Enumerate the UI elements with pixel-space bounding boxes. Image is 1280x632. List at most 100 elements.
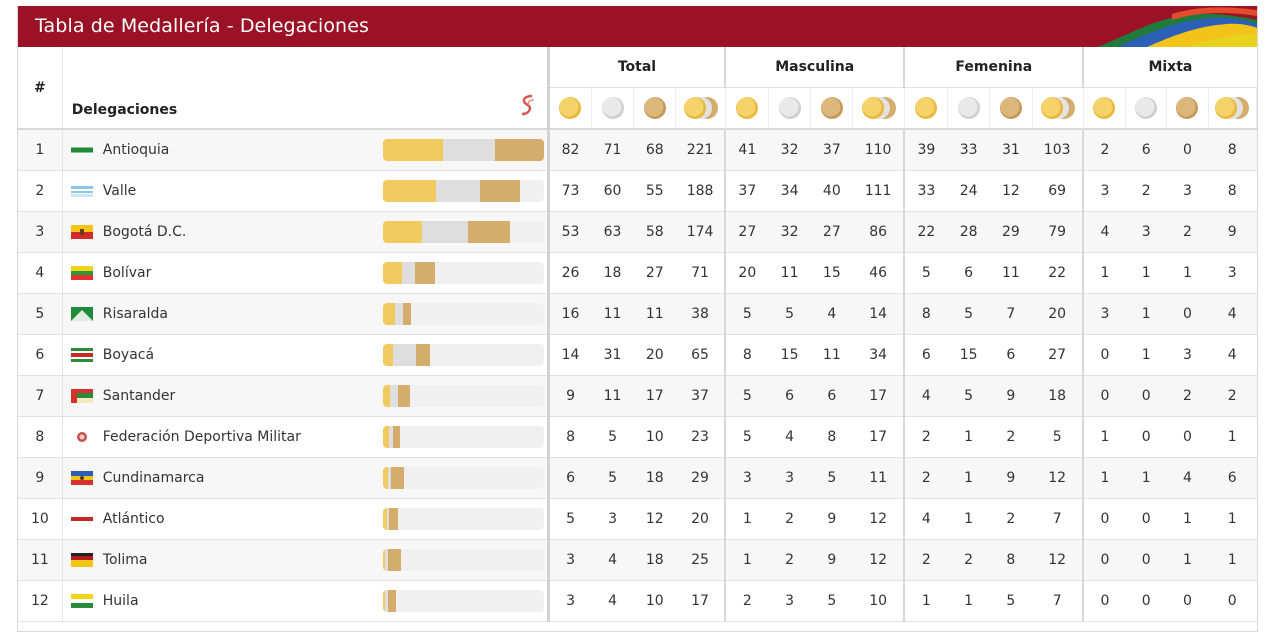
total-count: 38 [675, 293, 727, 335]
bronze-count: 2 [1166, 211, 1209, 253]
silver-bar-segment [393, 344, 416, 366]
silver-count: 18 [591, 252, 634, 294]
total-count: 25 [675, 539, 727, 581]
delegation-name[interactable]: Bogotá D.C. [102, 224, 187, 240]
delegation-name[interactable]: Atlántico [102, 511, 165, 527]
bronze-count: 10 [633, 416, 676, 458]
total-count: 20 [675, 498, 727, 540]
bronze-count: 9 [989, 457, 1032, 499]
delegation-cell[interactable]: Boyacá [62, 334, 376, 376]
table-row[interactable]: 11 Tolima 3 4 18 25 1 2 9 12 2 2 8 12 0 0 1 1 [18, 539, 1257, 581]
total-count: 12 [852, 498, 906, 540]
delegation-cell[interactable]: Cundinamarca [62, 457, 376, 499]
table-row[interactable]: 3 Bogotá D.C. 53 63 58 174 27 32 27 86 22 28 29 79 4 3 2… [18, 211, 1257, 253]
table-row[interactable]: 2 Valle 73 60 55 188 37 34 40 111 33 24 12 69 3 2 3 8 [18, 170, 1257, 212]
delegation-cell[interactable]: Huila [62, 580, 376, 622]
table-row[interactable]: 9 Cundinamarca 6 5 18 29 3 3 5 11 2 1 9 12 1 1 4 6 [18, 457, 1257, 499]
table-row[interactable]: 12 Huila 3 4 10 17 2 3 5 10 1 1 5 7 0 0 0 0 [18, 580, 1257, 622]
delegation-cell[interactable]: Valle [62, 170, 376, 212]
medal-progress-bar [383, 262, 545, 284]
table-row[interactable]: 1 Antioquia 82 71 68 221 41 32 37 110 39 33 31 103 2 6 0… [18, 129, 1257, 171]
silver-bar-segment [394, 303, 403, 325]
delegation-name[interactable]: Huila [102, 593, 139, 609]
silver-bar-segment [421, 221, 468, 243]
medal-bar-cell [375, 580, 550, 622]
bronze-count: 5 [989, 580, 1032, 622]
delegation-cell[interactable]: Bogotá D.C. [62, 211, 376, 253]
delegation-name[interactable]: Valle [102, 183, 137, 199]
delegation-cell[interactable]: Bolívar [62, 252, 376, 294]
header-medal-cell [852, 87, 905, 130]
gold-count: 1 [725, 498, 769, 540]
gold-count: 2 [904, 416, 948, 458]
medal-bar-cell [375, 293, 550, 335]
silver-count: 31 [591, 334, 634, 376]
bronze-bar-segment [388, 549, 402, 571]
bronze-count: 31 [989, 129, 1032, 171]
games-logo-icon [1097, 7, 1257, 47]
delegation-cell[interactable]: Tolima [62, 539, 376, 581]
delegation-name[interactable]: Boyacá [102, 347, 155, 363]
gold-count: 8 [548, 416, 592, 458]
gold-count: 5 [725, 416, 769, 458]
silver-count: 1 [1125, 334, 1167, 376]
bronze-count: 1 [1166, 539, 1209, 581]
delegation-cell[interactable]: Atlántico [62, 498, 376, 540]
medal-progress-bar [383, 180, 545, 202]
gold-bar-segment [383, 262, 403, 284]
table-row[interactable]: 6 Boyacá 14 31 20 65 8 15 11 34 6 15 6 27 0 1 3 4 [18, 334, 1257, 376]
total-count: 18 [1032, 375, 1085, 417]
header-medal-cell [725, 87, 769, 130]
total-count: 79 [1032, 211, 1085, 253]
bronze-count: 29 [989, 211, 1032, 253]
silver-count: 2 [1125, 170, 1167, 212]
delegation-name[interactable]: Antioquia [102, 142, 170, 158]
total-count: 11 [852, 457, 906, 499]
bronze-count: 4 [1166, 457, 1209, 499]
gold-count: 33 [904, 170, 948, 212]
delegation-cell[interactable]: Risaralda [62, 293, 376, 335]
delegation-cell[interactable]: Federación Deportiva Militar [62, 416, 376, 458]
gold-count: 20 [725, 252, 769, 294]
bronze-count: 27 [810, 211, 853, 253]
total-count: 174 [675, 211, 727, 253]
silver-count: 0 [1125, 375, 1167, 417]
delegation-name[interactable]: Federación Deportiva Militar [102, 429, 301, 445]
silver-count: 6 [768, 375, 811, 417]
cundinamarca-flag-icon [70, 471, 93, 485]
gold-count: 6 [904, 334, 948, 376]
rank: 8 [18, 416, 63, 458]
delegation-name[interactable]: Cundinamarca [102, 470, 205, 486]
bronze-count: 11 [633, 293, 676, 335]
gold-bar-segment [383, 385, 390, 407]
bronze-count: 2 [989, 498, 1032, 540]
table-row[interactable]: 7 Santander 9 11 17 37 5 6 6 17 4 5 9 18 0 0 2 2 [18, 375, 1257, 417]
header-medal-cell [904, 87, 949, 130]
total-count: 221 [675, 129, 727, 171]
total-count: 29 [675, 457, 727, 499]
gold-medal-icon [1093, 97, 1116, 119]
silver-count: 5 [591, 416, 634, 458]
total-medals-icon [861, 97, 896, 119]
table-row[interactable]: 10 Atlántico 5 3 12 20 1 2 9 12 4 1 2 7 0 0 1 1 [18, 498, 1257, 540]
delegation-name[interactable]: Tolima [102, 552, 148, 568]
silver-count: 32 [768, 211, 811, 253]
medal-progress-bar [383, 221, 545, 243]
delegation-cell[interactable]: Santander [62, 375, 376, 417]
table-row[interactable]: 5 Risaralda 16 11 11 38 5 5 4 14 8 5 7 20 3 1 0 4 [18, 293, 1257, 335]
table-row[interactable]: 4 Bolívar 26 18 27 71 20 11 15 46 5 6 11 22 1 1 1 3 [18, 252, 1257, 294]
tolima-flag-icon [70, 553, 93, 567]
delegation-cell[interactable]: Antioquia [62, 129, 376, 171]
total-count: 1 [1208, 539, 1257, 581]
header-medal-cell [1083, 87, 1127, 130]
bronze-bar-segment [391, 467, 405, 489]
total-count: 4 [1208, 293, 1257, 335]
delegation-name[interactable]: Bolívar [102, 265, 152, 281]
gold-bar-segment [383, 549, 386, 571]
silver-count: 2 [768, 539, 811, 581]
bronze-bar-segment [494, 139, 545, 161]
delegation-name[interactable]: Santander [102, 388, 176, 404]
table-row[interactable]: 8 Federación Deportiva Militar 8 5 10 23 5 4 8 17… [18, 416, 1257, 458]
delegation-name[interactable]: Risaralda [102, 306, 168, 322]
total-count: 34 [852, 334, 906, 376]
